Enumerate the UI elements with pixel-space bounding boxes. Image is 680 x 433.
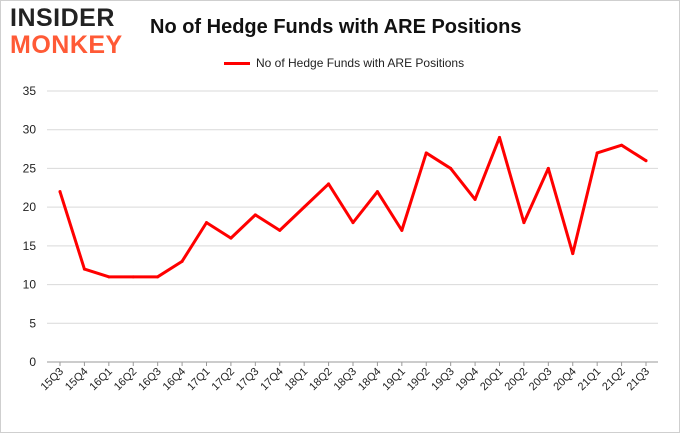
x-tick-label: 19Q3	[429, 366, 457, 394]
y-tick-label: 10	[23, 278, 37, 292]
chart-title: No of Hedge Funds with ARE Positions	[150, 16, 522, 38]
data-point	[82, 267, 86, 271]
data-point	[473, 197, 477, 201]
x-tick-label: 15Q4	[63, 366, 91, 394]
x-tick-label: 18Q4	[356, 366, 384, 394]
data-point	[58, 190, 62, 194]
x-tick-label: 17Q1	[185, 366, 213, 394]
legend-label: No of Hedge Funds with ARE Positions	[256, 56, 465, 70]
y-tick-label: 20	[23, 200, 37, 214]
x-tick-label: 18Q2	[307, 366, 335, 394]
x-tick-label: 20Q1	[478, 366, 506, 394]
data-point	[131, 275, 135, 279]
data-point	[180, 259, 184, 263]
x-tick-label: 19Q1	[380, 366, 408, 394]
y-tick-label: 30	[23, 123, 37, 137]
data-point	[205, 221, 208, 225]
data-point	[302, 205, 306, 209]
x-tick-label: 16Q3	[136, 366, 164, 394]
data-point	[522, 221, 526, 225]
x-axis-ticks: 15Q315Q416Q116Q216Q316Q417Q117Q217Q317Q4…	[39, 362, 653, 394]
x-tick-label: 17Q3	[234, 366, 262, 394]
data-point	[400, 228, 404, 232]
x-tick-label: 21Q1	[576, 366, 604, 394]
data-point	[449, 166, 453, 170]
y-tick-label: 35	[23, 84, 37, 98]
y-axis-ticks: 0 5 10 15 20 25 30 35	[23, 84, 37, 369]
x-tick-label: 18Q3	[332, 366, 360, 394]
data-point	[644, 159, 648, 163]
x-tick-label: 16Q2	[112, 366, 140, 394]
data-point	[546, 166, 550, 170]
data-point	[229, 236, 233, 240]
legend: No of Hedge Funds with ARE Positions	[224, 56, 464, 70]
x-tick-label: 21Q2	[600, 366, 628, 394]
x-tick-label: 20Q2	[503, 366, 531, 394]
data-point	[278, 228, 282, 232]
series-layer	[58, 135, 648, 279]
y-tick-label: 5	[29, 316, 36, 330]
data-point	[327, 182, 331, 186]
x-tick-label: 18Q1	[283, 366, 311, 394]
data-point	[375, 190, 379, 194]
x-tick-label: 16Q1	[87, 366, 115, 394]
logo-line-1: INSIDER	[10, 4, 115, 32]
gridlines	[47, 90, 658, 363]
data-point	[498, 135, 501, 139]
x-tick-label: 20Q3	[527, 366, 555, 394]
insider-monkey-logo: INSIDER MONKEY	[10, 6, 123, 58]
data-point	[156, 275, 160, 279]
x-tick-label: 20Q4	[551, 366, 579, 394]
x-tick-label: 16Q4	[161, 366, 189, 394]
x-tick-label: 17Q4	[258, 366, 286, 394]
data-point	[595, 151, 599, 155]
x-tick-label: 19Q2	[405, 366, 433, 394]
x-tick-label: 21Q3	[625, 366, 653, 394]
legend-swatch	[224, 61, 250, 65]
x-tick-label: 19Q4	[454, 366, 482, 394]
y-tick-label: 15	[23, 239, 37, 253]
data-point	[253, 213, 257, 217]
data-point	[424, 151, 428, 155]
data-point	[571, 252, 575, 256]
data-point	[351, 221, 355, 225]
y-tick-label: 0	[29, 355, 36, 369]
data-point	[620, 143, 624, 147]
data-point	[107, 275, 111, 279]
x-tick-label: 15Q3	[39, 366, 67, 394]
x-tick-label: 17Q2	[210, 366, 238, 394]
logo-line-2: MONKEY	[10, 31, 123, 59]
y-tick-label: 25	[23, 161, 37, 175]
